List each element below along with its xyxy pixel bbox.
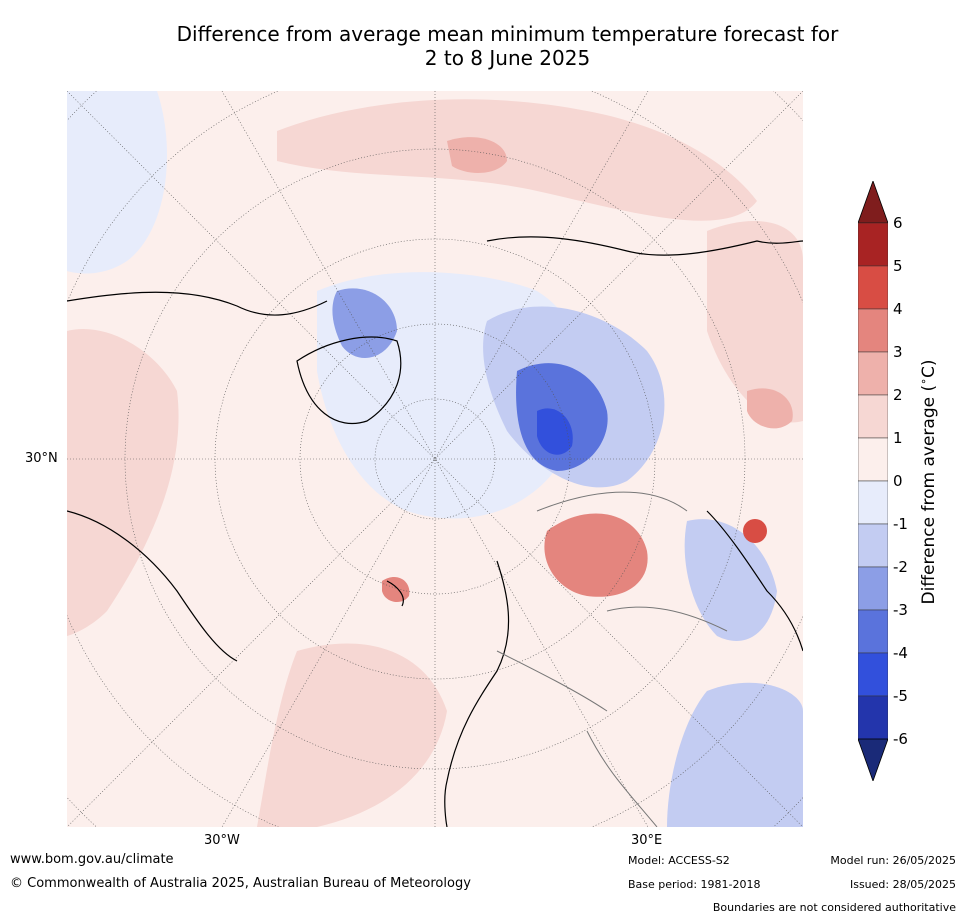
- border-europe: [496, 650, 608, 712]
- coastline-greenland: [296, 336, 402, 425]
- colorbar-band: [857, 222, 889, 267]
- colorbar-extend-bottom: [857, 738, 889, 783]
- colorbar-band: [857, 566, 889, 611]
- meridian-30w: [221, 91, 649, 827]
- lat-tick-30n: 30°N: [25, 451, 58, 466]
- colorbar: [857, 179, 889, 783]
- coastline-scandinavia-europe: [444, 560, 510, 827]
- map-title: Difference from average mean minimum tem…: [60, 22, 955, 70]
- anomaly-cool-south-asia: [667, 682, 803, 827]
- colorbar-tick-label: -1: [893, 515, 908, 533]
- colorbar-band: [857, 265, 889, 310]
- anomaly-warm-east-asia: [707, 221, 803, 423]
- colorbar-tick-label: 5: [893, 257, 903, 275]
- border-central-asia: [606, 606, 728, 632]
- colorbar-tick-label: -4: [893, 644, 908, 662]
- colorbar-label-text: Difference from average (: [918, 384, 939, 605]
- coastline-iceland: [386, 580, 404, 607]
- colorbar-tick-label: -2: [893, 558, 908, 576]
- anomaly-warm-north-america: [67, 329, 179, 636]
- footer-disclaimer: Boundaries are not considered authoritat…: [712, 901, 956, 914]
- anomaly-warm-atlantic: [257, 643, 447, 827]
- country-borders: [496, 491, 728, 827]
- anomaly-cool-pacific: [67, 91, 167, 274]
- colorbar-label-unit: C): [918, 359, 939, 378]
- colorbar-tick-label: 1: [893, 429, 903, 447]
- anomaly-warm-north-pacific: [277, 99, 757, 221]
- colorbar-tick-label: 3: [893, 343, 903, 361]
- footer-model-run: Model run: 26/05/2025: [830, 854, 956, 867]
- footer-model: Model: ACCESS-S2: [628, 854, 730, 867]
- coastline-east-asia: [706, 510, 803, 652]
- anomaly-warm-japan-sea: [747, 388, 793, 429]
- colorbar-tick-label: 6: [893, 214, 903, 232]
- anomaly-warm-hotspot: [743, 519, 767, 543]
- title-line-2: 2 to 8 June 2025: [424, 46, 591, 70]
- colorbar-label-degree: ∘: [917, 377, 931, 385]
- colorbar-band: [857, 394, 889, 439]
- colorbar-band: [857, 695, 889, 740]
- graticule: [67, 91, 803, 827]
- anomaly-cool-greenland: [332, 288, 397, 358]
- colorbar-band: [857, 523, 889, 568]
- colorbar-band: [857, 480, 889, 525]
- border-middle-east: [586, 730, 658, 827]
- colorbar-tick-label: 2: [893, 386, 903, 404]
- colorbar-tick-label: -5: [893, 687, 908, 705]
- colorbar-label: Difference from average (∘C): [917, 359, 939, 604]
- footer-website: www.bom.gov.au/climate: [10, 852, 174, 867]
- colorbar-tick-label: -6: [893, 730, 908, 748]
- border-russia-kazakhstan: [536, 491, 688, 512]
- coastline-siberia: [486, 236, 803, 256]
- colorbar-band: [857, 609, 889, 654]
- colorbar-extend-top: [857, 179, 889, 224]
- coastline-alaska: [67, 291, 328, 316]
- colorbar-tick-label: 4: [893, 300, 903, 318]
- latitude-circle-80: [374, 398, 496, 520]
- meridian-135: [67, 91, 803, 827]
- colorbar-band: [857, 437, 889, 482]
- title-line-1: Difference from average mean minimum tem…: [176, 22, 839, 46]
- footer-base-period: Base period: 1981-2018: [628, 878, 761, 891]
- colorbar-band: [857, 308, 889, 353]
- anomaly-warm-bering: [447, 137, 507, 173]
- map-canvas: [67, 91, 803, 827]
- anomaly-warm-central-asia: [544, 513, 648, 597]
- colorbar-band: [857, 652, 889, 697]
- lon-tick-30w: 30°W: [204, 833, 240, 848]
- colorbar-tick-label: -3: [893, 601, 908, 619]
- forecast-map: [67, 91, 803, 827]
- coastlines: [67, 236, 803, 827]
- colorbar-tick-label: 0: [893, 472, 903, 490]
- lon-tick-30e: 30°E: [631, 833, 663, 848]
- anomaly-cool-siberia-peak: [537, 408, 573, 455]
- anomaly-cool-china: [684, 519, 777, 641]
- colorbar-graphic: [857, 179, 889, 783]
- latitude-circle-70: [299, 323, 571, 595]
- meridian-45: [67, 91, 803, 827]
- colorbar-band: [857, 351, 889, 396]
- meridian-30e: [221, 91, 649, 827]
- footer-copyright: © Commonwealth of Australia 2025, Austra…: [10, 876, 471, 891]
- footer-issued: Issued: 28/05/2025: [849, 878, 956, 891]
- coastline-north-america: [67, 510, 238, 662]
